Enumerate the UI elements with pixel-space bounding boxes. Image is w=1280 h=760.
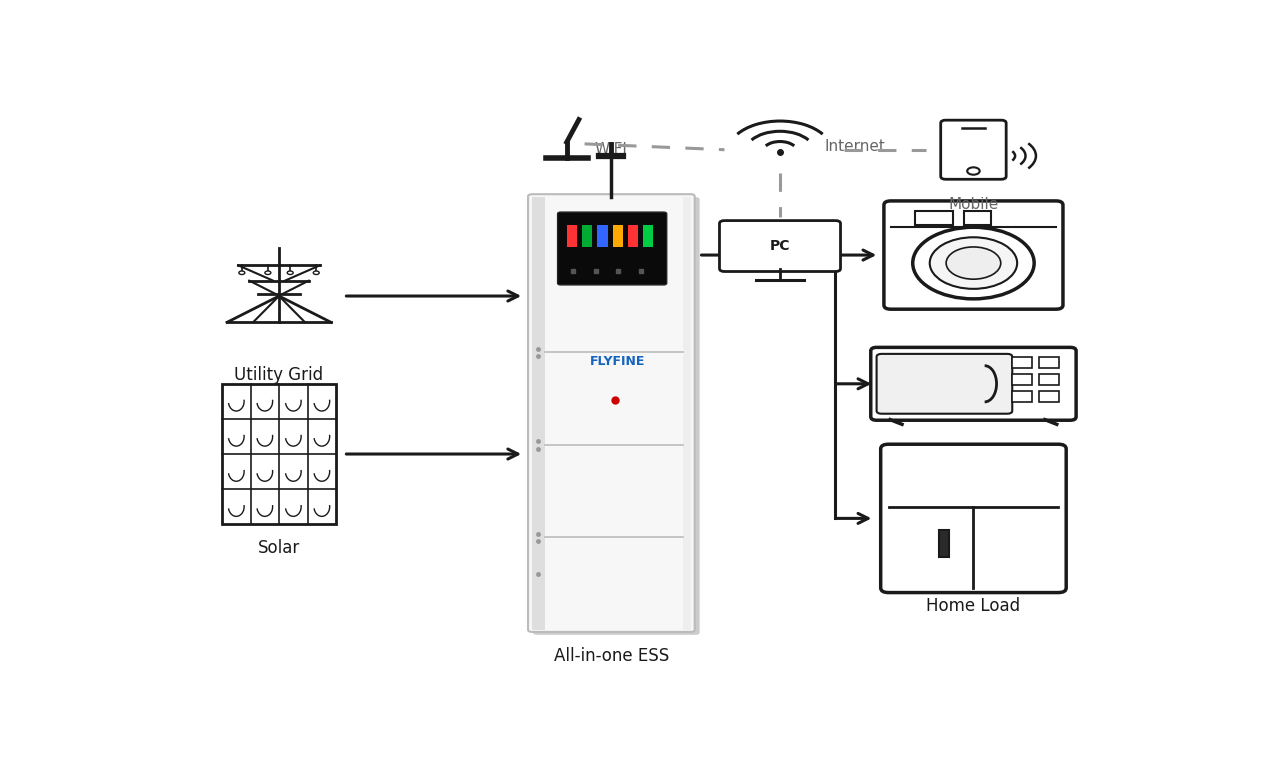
Bar [221,384,337,524]
Bar [643,225,653,247]
Bar [627,225,639,247]
Text: Internet: Internet [824,139,886,154]
FancyBboxPatch shape [558,212,667,285]
Bar [1039,356,1059,368]
FancyBboxPatch shape [719,220,841,271]
Text: FLYFINE: FLYFINE [590,355,645,368]
Circle shape [946,247,1001,279]
Bar [1012,356,1032,368]
Bar [532,197,545,629]
Bar [1012,374,1032,385]
Bar [613,225,623,247]
Text: Mobile: Mobile [948,197,998,211]
FancyBboxPatch shape [870,347,1076,420]
Bar [684,197,691,629]
Text: Home Load: Home Load [927,597,1020,616]
Text: PC: PC [769,239,790,253]
Circle shape [314,271,319,274]
Bar [1039,374,1059,385]
FancyBboxPatch shape [532,197,700,635]
FancyBboxPatch shape [964,211,991,225]
Text: Solar: Solar [257,539,301,557]
Circle shape [913,227,1034,299]
Bar [582,225,593,247]
Bar [598,225,608,247]
Text: All-in-one ESS: All-in-one ESS [554,648,669,665]
FancyBboxPatch shape [881,445,1066,593]
Text: Utility Grid: Utility Grid [234,366,324,385]
Circle shape [239,271,244,274]
FancyBboxPatch shape [884,201,1062,309]
FancyBboxPatch shape [877,354,1012,413]
Bar [1012,391,1032,402]
Bar [1039,391,1059,402]
Circle shape [968,167,979,175]
Circle shape [929,237,1018,289]
FancyBboxPatch shape [529,195,695,632]
FancyBboxPatch shape [915,211,954,225]
Text: WIFI: WIFI [594,142,627,157]
FancyBboxPatch shape [941,120,1006,179]
Bar [940,530,948,557]
Circle shape [265,271,271,274]
Circle shape [287,271,293,274]
Bar [567,225,577,247]
